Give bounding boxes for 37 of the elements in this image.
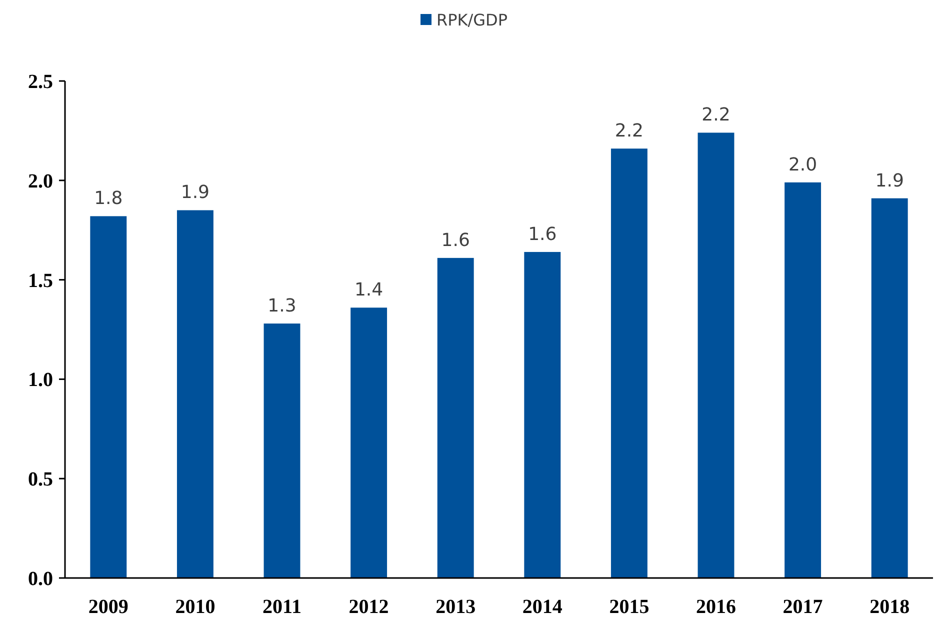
x-tick-label: 2010 (175, 596, 216, 618)
data-label: 2.2 (614, 120, 644, 142)
x-tick-label: 2014 (522, 596, 562, 618)
y-tick-label: 1.5 (28, 270, 53, 292)
bar (90, 216, 127, 578)
bar (784, 182, 822, 578)
bar (176, 210, 214, 578)
bar (264, 324, 300, 578)
data-label: 1.9 (875, 170, 904, 192)
x-tick-label: 2012 (348, 596, 389, 618)
x-tick-label: 2009 (88, 596, 128, 618)
x-tick-label: 2011 (262, 596, 302, 618)
data-label: 1.3 (268, 296, 296, 317)
data-label: 1.6 (528, 224, 557, 245)
x-tick-label: 2017 (782, 596, 823, 618)
y-tick-label: 2.0 (28, 170, 53, 192)
x-tick-label: 2013 (436, 596, 476, 618)
bar (871, 198, 908, 578)
bar (350, 308, 388, 578)
data-label: 2.0 (788, 154, 818, 176)
x-tick-label: 2016 (696, 596, 736, 618)
bar (524, 252, 561, 578)
bar (610, 148, 648, 578)
legend-label: RPK/GDP (436, 10, 508, 30)
bar (437, 258, 474, 578)
y-tick-label: 0.5 (28, 468, 53, 491)
data-label: 1.8 (94, 188, 123, 210)
y-tick-label: 1.0 (28, 369, 53, 392)
x-tick-label: 2015 (609, 596, 650, 618)
bar (698, 132, 734, 578)
data-label: 1.9 (180, 182, 210, 204)
y-tick-label: 0.0 (28, 568, 53, 590)
x-tick-label: 2018 (870, 596, 910, 618)
data-label: 1.6 (441, 230, 470, 251)
data-label: 1.4 (354, 280, 384, 301)
y-tick-label: 2.5 (28, 71, 53, 93)
data-label: 2.2 (702, 104, 730, 126)
